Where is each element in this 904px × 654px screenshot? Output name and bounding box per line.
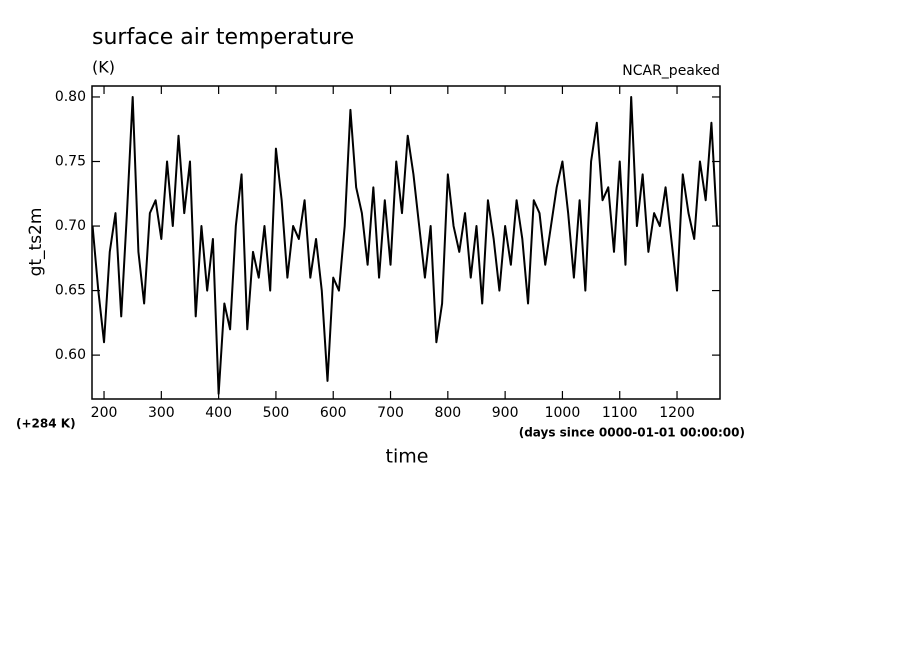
- y-tick-label: 0.60: [55, 347, 86, 363]
- x-tick-label: 1100: [602, 405, 638, 421]
- x-units: (days since 0000-01-01 00:00:00): [519, 426, 745, 440]
- units: (K): [92, 58, 115, 77]
- x-tick-label: 600: [320, 405, 347, 421]
- plot-frame: [91, 85, 721, 400]
- y-tick-label: 0.65: [55, 283, 86, 299]
- x-tick-label: 800: [434, 405, 461, 421]
- x-tick-label: 300: [148, 405, 175, 421]
- x-tick-label: 1000: [545, 405, 581, 421]
- y-tick-label: 0.75: [55, 154, 86, 170]
- y-tick-label: 0.80: [55, 89, 86, 105]
- x-tick-label: 200: [91, 405, 118, 421]
- x-axis-label: time: [386, 446, 429, 468]
- chart-title: surface air temperature: [92, 25, 354, 50]
- y-offset: (+284 K): [16, 417, 76, 431]
- experiment: NCAR_peaked: [622, 63, 720, 79]
- data-line: [91, 95, 719, 395]
- y-tick-label: 0.70: [55, 218, 86, 234]
- x-tick-label: 900: [492, 405, 519, 421]
- x-tick-label: 700: [377, 405, 404, 421]
- x-tick-label: 500: [263, 405, 290, 421]
- x-tick-label: 400: [205, 405, 232, 421]
- y-axis-label: gt_ts2m: [26, 208, 46, 277]
- x-tick-label: 1200: [659, 405, 695, 421]
